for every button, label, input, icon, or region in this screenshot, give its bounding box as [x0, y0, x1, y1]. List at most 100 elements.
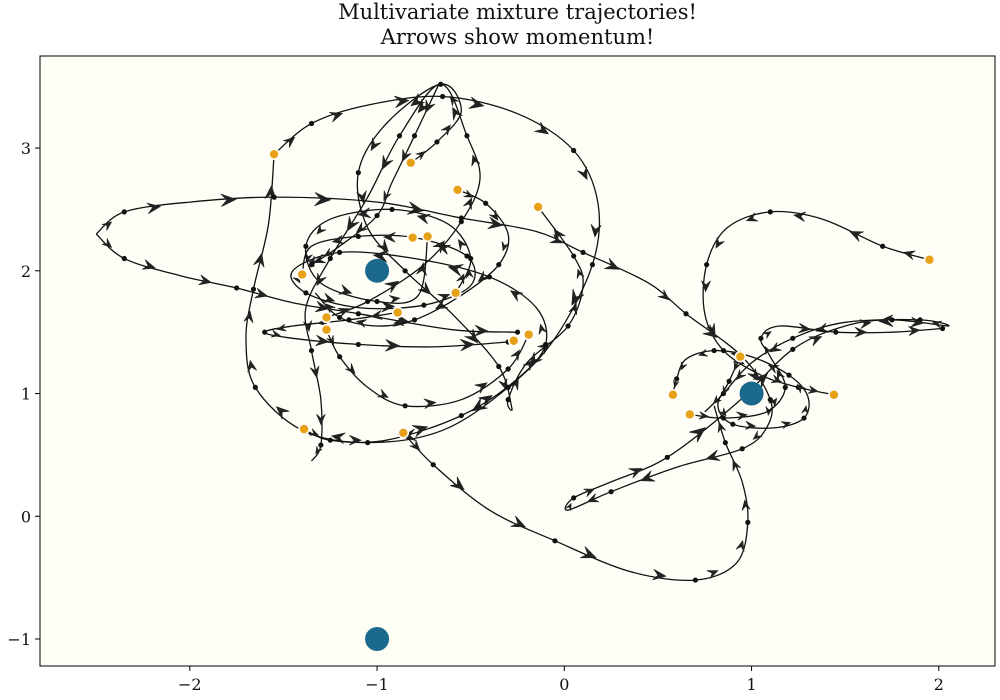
momentum-arrow [357, 207, 372, 219]
momentum-arrow [752, 373, 769, 389]
momentum-arrow [577, 166, 588, 181]
trajectory-sample-point [786, 372, 792, 378]
y-tick-label: 3 [21, 139, 31, 158]
momentum-arrow [447, 264, 464, 277]
trajectory-sample-point [589, 262, 596, 268]
y-tick-label: 0 [21, 507, 31, 526]
momentum-arrow [146, 202, 162, 215]
momentum-arrow [457, 238, 468, 251]
momentum-arrow [385, 339, 401, 352]
momentum-arrow [349, 434, 362, 446]
trajectory-endpoint [298, 423, 310, 435]
trajectory-sample-point [782, 384, 788, 390]
plot-background [40, 56, 995, 666]
momentum-arrow [565, 502, 572, 511]
momentum-arrow [142, 259, 156, 270]
momentum-arrow [356, 190, 367, 204]
plot-frame [39, 55, 996, 667]
momentum-arrow [377, 389, 389, 398]
trajectory-sample-point [308, 262, 315, 268]
trajectory-sample-point [458, 219, 464, 225]
trajectory-endpoint [522, 328, 535, 341]
trajectory-sample-point [355, 311, 361, 317]
momentum-arrow [628, 468, 643, 479]
trajectory-endpoint [406, 231, 419, 244]
momentum-arrow [780, 421, 792, 429]
momentum-arrow [382, 232, 396, 243]
trajectory-sample-point [464, 253, 470, 259]
momentum-arrow [722, 385, 730, 396]
momentum-arrow [394, 95, 410, 109]
momentum-arrow [680, 361, 688, 371]
momentum-arrow [316, 272, 327, 287]
trajectory-sample-point [303, 290, 309, 296]
momentum-arrow [384, 280, 400, 294]
momentum-arrow [673, 379, 680, 389]
momentum-arrow [477, 271, 490, 282]
momentum-arrow [309, 428, 320, 436]
momentum-arrow [423, 398, 437, 409]
y-tick-label: −1 [7, 630, 31, 649]
axes-layer: −2 −1 0 1 2 −1 0 1 2 3 [7, 139, 944, 694]
momentum-arrow [432, 240, 446, 254]
trajectory-sample-point [318, 442, 324, 448]
chart-title: Multivariate mixture trajectories! Arrow… [40, 0, 995, 50]
trajectory-sample-point [720, 415, 727, 421]
momentum-arrow [908, 326, 921, 336]
momentum-arrow [345, 363, 356, 375]
momentum-arrow [808, 336, 823, 347]
momentum-arrow [463, 189, 474, 198]
trajectory-sample-point [790, 335, 796, 341]
trajectory-endpoint [268, 148, 280, 160]
momentum-arrow [478, 394, 493, 408]
trajectory-sample-point [411, 133, 418, 139]
momentum-arrow [796, 383, 806, 394]
momentum-arrow [440, 124, 451, 136]
trajectory-sample-point [505, 366, 511, 372]
momentum-arrow [571, 288, 585, 306]
momentum-arrow [689, 427, 707, 443]
trajectory-sample-point [252, 384, 258, 390]
trajectory-sample-point [121, 255, 127, 262]
momentum-arrow [487, 216, 504, 230]
momentum-arrow [510, 515, 527, 528]
trajectory-sample-point [496, 363, 502, 370]
trajectory-sample-point [337, 249, 343, 255]
momentum-arrow [752, 430, 763, 440]
momentum-arrow [325, 303, 336, 314]
momentum-arrow [538, 323, 547, 335]
momentum-arrow [744, 420, 757, 430]
trajectory-sample-point [711, 347, 717, 354]
momentum-arrow [590, 223, 602, 238]
momentum-arrow [417, 281, 432, 295]
momentum-arrow [498, 378, 508, 391]
momentum-arrow [314, 192, 332, 207]
trajectory-sample-point [365, 298, 371, 305]
trajectory-line [95, 233, 518, 333]
momentum-arrow [370, 310, 383, 320]
momentum-arrow [407, 201, 425, 215]
trajectory-sample-point [505, 397, 511, 403]
momentum-arrow [705, 449, 721, 461]
momentum-arrow [338, 284, 353, 295]
momentum-arrow [337, 308, 350, 317]
x-tick-label: 2 [934, 675, 944, 694]
trajectory-sample-point [664, 454, 670, 460]
momentum-arrow [449, 476, 465, 491]
momentum-arrow [576, 268, 585, 279]
momentum-arrow [415, 150, 426, 161]
momentum-arrow [329, 112, 344, 123]
momentum-arrow [101, 221, 113, 231]
trajectory-sample-point [262, 329, 268, 335]
trajectory-sample-point [514, 329, 521, 335]
trajectory-endpoint [532, 201, 544, 213]
momentum-arrow [409, 439, 421, 451]
trajectory-sample-point [889, 317, 895, 323]
trajectory-endpoint [449, 287, 462, 299]
trajectory-sample-point [739, 446, 745, 452]
trajectory-sample-point [402, 268, 408, 274]
trajectory-line [402, 405, 749, 582]
trajectory-sample-point [374, 212, 380, 219]
trajectory-endpoint [667, 388, 679, 401]
momentum-arrow [253, 252, 265, 268]
